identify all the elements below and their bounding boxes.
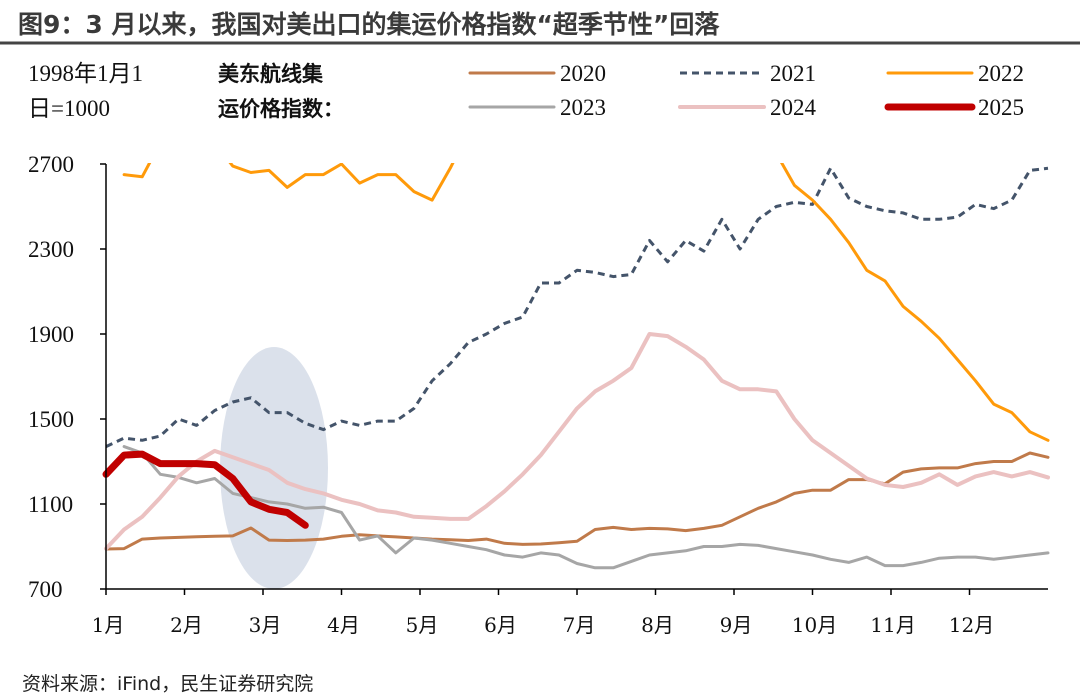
x-tick-label: 7月 — [563, 613, 596, 637]
legend-label-2025: 2025 — [978, 95, 1024, 120]
x-tick-label: 12月 — [949, 613, 994, 637]
legend-title-line2: 运价格指数： — [218, 96, 344, 121]
y-tick-label: 2300 — [28, 237, 74, 262]
series-line-2020 — [104, 451, 1050, 551]
series-line-2024 — [104, 332, 1050, 551]
y-tick-label: 700 — [28, 577, 63, 602]
x-tick-label: 8月 — [641, 613, 674, 637]
series-group — [102, 163, 1050, 570]
x-tick-label: 11月 — [870, 613, 915, 637]
source-note: 资料来源：iFind，民生证券研究院 — [22, 673, 313, 695]
chart-title: 图9：3 月以来，我国对美出口的集运价格指数“超季节性”回落 — [18, 10, 720, 39]
y-tick-label: 1500 — [28, 407, 74, 432]
series-line-2025 — [102, 450, 309, 529]
base-note-line1: 1998年1月1 — [28, 61, 143, 86]
x-tick-label: 4月 — [327, 613, 360, 637]
x-tick-label: 6月 — [484, 613, 517, 637]
x-tick-label: 1月 — [92, 613, 125, 637]
x-tick-label: 3月 — [249, 613, 282, 637]
series-line-2022 — [122, 163, 1050, 442]
legend-title-line1: 美东航线集 — [218, 61, 324, 86]
x-tick-label: 5月 — [406, 613, 439, 637]
y-tick-label: 2700 — [28, 152, 74, 177]
legend-label-2021: 2021 — [770, 61, 816, 86]
y-tick-label: 1100 — [28, 492, 73, 517]
legend-label-2022: 2022 — [978, 61, 1024, 86]
legend-label-2023: 2023 — [560, 95, 606, 120]
series-line-2021 — [105, 166, 1049, 448]
x-tick-label: 9月 — [720, 613, 753, 637]
legend-label-2020: 2020 — [560, 61, 606, 86]
highlight-ellipse — [220, 347, 328, 589]
y-tick-label: 1900 — [28, 322, 74, 347]
legend-label-2024: 2024 — [770, 95, 817, 120]
legend: 2020 2021 2022 2023 2024 2025 — [468, 61, 1024, 120]
x-tick-label: 10月 — [792, 613, 837, 637]
base-note-line2: 日=1000 — [28, 96, 110, 121]
x-tick-label: 2月 — [170, 613, 203, 637]
series-line-2023 — [122, 445, 1050, 570]
